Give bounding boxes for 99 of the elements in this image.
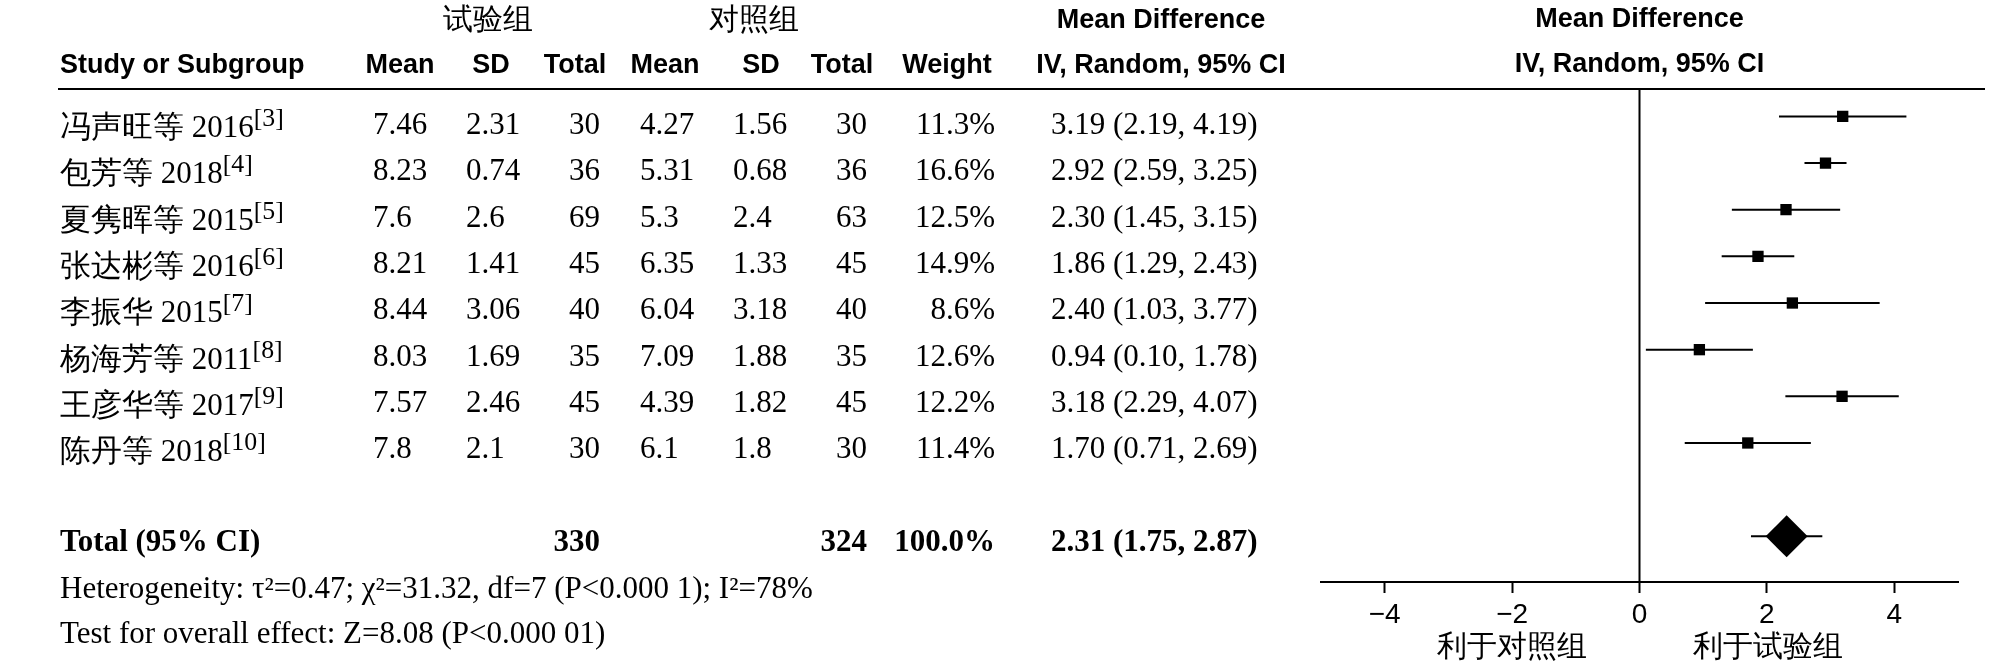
data-label: 12.5% xyxy=(914,198,995,236)
data-label: 2.40 (1.03, 3.77) xyxy=(1051,290,1258,328)
data-label: 1.82 xyxy=(733,383,788,421)
data-label: 1.8 xyxy=(733,429,772,467)
text: 利于对照组 xyxy=(1436,627,1587,663)
text: SD xyxy=(472,47,510,81)
data-label: 30 xyxy=(569,105,600,143)
data-label: 1.69 xyxy=(466,336,521,375)
category-label: 包芳等 2018$^{[4]}$ xyxy=(60,149,253,192)
text: Weight xyxy=(902,47,992,81)
data-label: 6.35 xyxy=(640,244,695,282)
text: Total xyxy=(543,47,607,81)
data-label: 8.23 xyxy=(373,151,428,189)
data-label: 69 xyxy=(569,198,600,236)
data-label: 63 xyxy=(836,198,867,236)
text: SD xyxy=(742,47,780,81)
data-label: 16.6% xyxy=(914,151,995,189)
data-label: 2.31 xyxy=(466,105,521,143)
data-label: 36 xyxy=(569,151,600,189)
data-label: 8.44 xyxy=(373,290,428,328)
data-label: 7.57 xyxy=(373,383,428,421)
text: Study or Subgroup xyxy=(60,47,305,81)
data-label: 36 xyxy=(836,151,867,189)
data-label: 3.18 xyxy=(733,290,788,328)
data-label: 8.03 xyxy=(373,336,428,375)
category-label: 杨海芳等 2011$^{[8]}$ xyxy=(60,334,283,377)
data-label: 8.21 xyxy=(373,244,428,282)
data-label: 4.27 xyxy=(640,105,695,143)
data-label: 11.4% xyxy=(916,429,995,467)
data-label: 40 xyxy=(569,290,600,328)
data-label: 30 xyxy=(569,429,600,467)
data-label: 7.09 xyxy=(640,336,695,375)
data-label: 2.1 xyxy=(466,429,505,467)
data-label: 7.6 xyxy=(373,198,412,236)
data-label: 324 xyxy=(820,522,867,560)
data-label: 3.19 (2.19, 4.19) xyxy=(1051,105,1258,143)
data-label: 6.1 xyxy=(640,429,679,467)
data-label: 7.8 xyxy=(373,429,412,467)
data-label: 40 xyxy=(836,290,867,328)
chart-subtitle: IV, Random, 95% CI xyxy=(1514,48,1765,79)
data-label: 2.30 (1.45, 3.15) xyxy=(1051,198,1258,236)
data-label: 5.31 xyxy=(640,151,695,189)
data-label: 45 xyxy=(569,244,600,282)
data-label: 1.86 (1.29, 2.43) xyxy=(1051,244,1258,282)
x-tick-label: 4 xyxy=(1886,597,1903,629)
data-label: 0.94 (0.10, 1.78) xyxy=(1051,336,1258,375)
data-label: 1.33 xyxy=(733,244,788,282)
text: Mean Difference IV, Random, 95% CI xyxy=(1036,2,1286,81)
category-label: 王彦华等 2017$^{[9]}$ xyxy=(60,380,284,424)
data-label: 3.18 (2.29, 4.07) xyxy=(1051,383,1258,421)
data-label: 30 xyxy=(836,429,867,467)
chart-title: Mean Difference xyxy=(1535,2,1744,33)
data-label: 12.2% xyxy=(914,383,995,421)
text: Mean xyxy=(365,47,435,81)
data-label: 2.6 xyxy=(466,198,505,236)
data-label: 100.0% xyxy=(894,522,995,560)
category-label: 李振华 2015$^{[7]}$ xyxy=(60,287,253,331)
data-label: 4.39 xyxy=(640,383,695,421)
data-label: 2.4 xyxy=(733,198,772,236)
category-label: Total (95% CI) xyxy=(60,522,261,560)
data-label: 8.6% xyxy=(930,290,995,328)
text: Mean xyxy=(630,47,700,81)
data-label: 7.46 xyxy=(373,105,428,143)
data-label: 30 xyxy=(836,105,867,143)
category-label: 冯声旺等 2016$^{[3]}$ xyxy=(60,102,284,146)
data-label: 2.46 xyxy=(466,383,521,421)
data-label: 2.92 (2.59, 3.25) xyxy=(1051,151,1258,189)
data-label: 11.3% xyxy=(916,105,995,143)
data-label: 35 xyxy=(836,336,867,375)
data-label: 330 xyxy=(553,522,600,560)
category-label: 夏隽晖等 2015$^{[5]}$ xyxy=(60,195,284,238)
data-label: 1.56 xyxy=(733,105,788,143)
data-label: 0.68 xyxy=(733,151,788,189)
data-label: 45 xyxy=(569,383,600,421)
data-label: 2.31 (1.75, 2.87) xyxy=(1051,522,1258,560)
data-label: 14.9% xyxy=(914,244,995,282)
data-label: 5.3 xyxy=(640,198,679,236)
data-label: 45 xyxy=(836,244,867,282)
text: Test for overall effect: Z=8.08 (P<0.000 01) xyxy=(60,614,606,652)
data-label: 0.74 xyxy=(466,151,521,189)
data-label: 1.41 xyxy=(466,244,521,282)
text: 利于试验组 xyxy=(1692,627,1843,663)
data-label: 3.06 xyxy=(466,290,521,328)
data-label: 12.6% xyxy=(914,336,995,375)
x-tick-label: 2 xyxy=(1759,597,1775,629)
x-tick-label: 0 xyxy=(1631,597,1648,629)
data-label: 1.88 xyxy=(733,336,788,375)
text: Total xyxy=(810,47,874,81)
x-tick-label: −4 xyxy=(1368,597,1401,629)
data-label: 1.70 (0.71, 2.69) xyxy=(1051,429,1258,467)
category-label: 张达彬等 2016$^{[6]}$ xyxy=(60,241,284,285)
category-label: 陈丹等 2018$^{[10]}$ xyxy=(60,426,266,470)
data-label: 45 xyxy=(836,383,867,421)
data-label: 35 xyxy=(569,336,600,375)
text: 试验组 xyxy=(442,1,533,37)
text: Heterogeneity: τ²=0.47; χ²=31.32, df=7 (P<0.000 1); I²=78% xyxy=(60,569,813,607)
text: 对照组 xyxy=(708,1,799,37)
data-label: 6.04 xyxy=(640,290,695,328)
x-tick-label: −2 xyxy=(1496,597,1529,629)
